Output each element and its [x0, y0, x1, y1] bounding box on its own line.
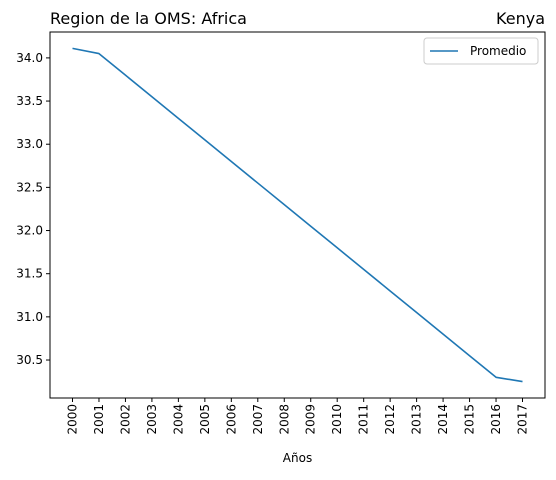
- y-tick-label: 33.0: [16, 137, 43, 151]
- x-tick-label: 2011: [357, 404, 371, 435]
- x-tick-label: 2016: [489, 404, 503, 435]
- series-layer: [72, 48, 522, 381]
- x-tick-label: 2005: [198, 404, 212, 435]
- x-tick-label: 2003: [145, 404, 159, 435]
- y-tick-label: 33.5: [16, 94, 43, 108]
- x-tick-label: 2015: [463, 404, 477, 435]
- y-tick-label: 31.5: [16, 267, 43, 281]
- chart-title-left: Region de la OMS: Africa: [50, 9, 247, 28]
- x-tick-label: 2009: [304, 404, 318, 435]
- x-axis-label: Años: [283, 451, 312, 465]
- y-axis: 30.5 31.0 31.5 32.0 32.5 33.0 33.5 34.0: [16, 51, 50, 367]
- series-line-promedio: [73, 48, 523, 381]
- x-tick-label: 2000: [66, 404, 80, 435]
- legend: Promedio: [424, 38, 538, 64]
- chart-title-right: Kenya: [496, 9, 545, 28]
- x-tick-label: 2017: [516, 404, 530, 435]
- x-tick-label: 2006: [224, 404, 238, 435]
- y-tick-label: 31.0: [16, 310, 43, 324]
- x-axis: 2000 2001 2002 2003 2004 2005 2006 2007 2008 2009…: [66, 398, 530, 435]
- x-tick-label: 2001: [92, 404, 106, 435]
- x-tick-label: 2007: [251, 404, 265, 435]
- x-tick-label: 2014: [436, 404, 450, 435]
- x-tick-label: 2002: [118, 404, 132, 435]
- x-tick-label: 2008: [277, 404, 291, 435]
- y-tick-label: 32.0: [16, 224, 43, 238]
- y-tick-label: 34.0: [16, 51, 43, 65]
- y-tick-label: 32.5: [16, 180, 43, 194]
- y-tick-label: 30.5: [16, 353, 43, 367]
- legend-label-promedio: Promedio: [470, 44, 526, 58]
- x-tick-label: 2004: [171, 404, 185, 435]
- x-tick-label: 2010: [330, 404, 344, 435]
- x-tick-label: 2012: [383, 404, 397, 435]
- x-tick-label: 2013: [410, 404, 424, 435]
